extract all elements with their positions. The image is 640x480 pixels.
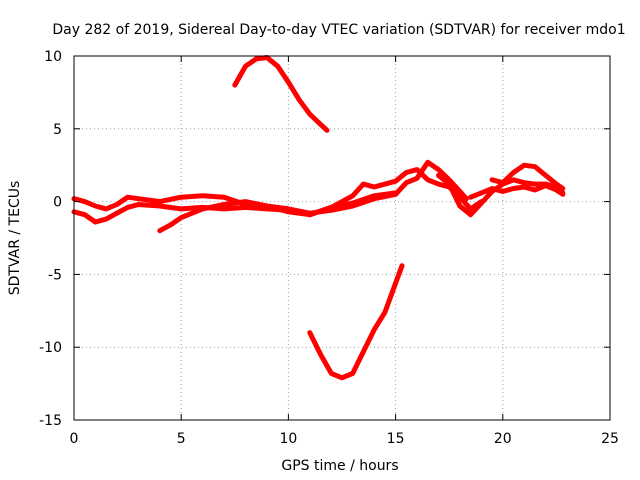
- y-tick-label: -5: [48, 267, 62, 283]
- y-tick-label: 5: [53, 122, 62, 138]
- x-tick-label: 25: [601, 431, 619, 447]
- series-line-4: [232, 55, 330, 133]
- grid: [74, 56, 610, 420]
- axis-ticks: 0 5 10 15 20 25 -15 -10 -5 0 5 10: [39, 49, 619, 447]
- series-line-3: [157, 167, 484, 234]
- x-tick-label: 10: [279, 431, 297, 447]
- x-tick-label: 15: [387, 431, 405, 447]
- y-tick-label: -15: [39, 413, 62, 429]
- series-group: [71, 55, 566, 381]
- y-tick-label: 0: [53, 195, 62, 211]
- series-line-5: [307, 263, 405, 381]
- x-tick-label: 5: [177, 431, 186, 447]
- plot-frame: [73, 55, 611, 421]
- x-tick-label: 0: [70, 431, 79, 447]
- x-tick-label: 20: [494, 431, 512, 447]
- y-tick-label: 10: [44, 49, 62, 65]
- chart-title: Day 282 of 2019, Sidereal Day-to-day VTE…: [52, 22, 625, 38]
- y-axis-label: SDTVAR / TECUs: [7, 181, 23, 296]
- y-tick-label: -10: [39, 340, 62, 356]
- series-line-7: [489, 162, 566, 191]
- series-line-8: [468, 183, 566, 200]
- x-axis-label: GPS time / hours: [281, 458, 398, 474]
